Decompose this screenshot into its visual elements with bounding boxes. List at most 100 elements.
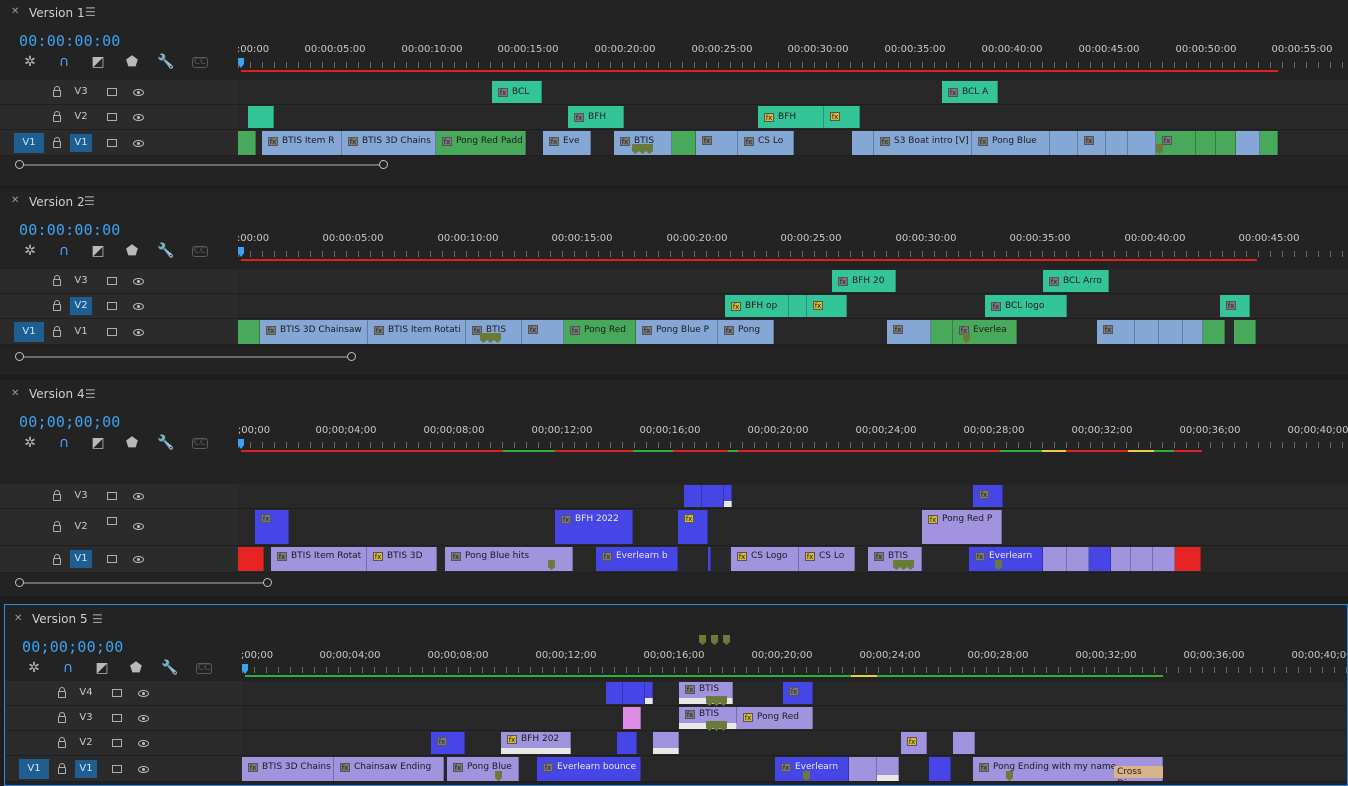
add-marker-icon[interactable]: ◩: [95, 660, 109, 676]
track-v1[interactable]: fx BTIS 3D Chains fx Chainsaw Ending fx Pon…: [242, 756, 1347, 785]
clip-marker[interactable]: [632, 144, 639, 154]
clip-marker[interactable]: [706, 721, 713, 731]
lock-icon[interactable]: [53, 326, 61, 337]
lock-icon[interactable]: [58, 687, 66, 698]
timeline-clip[interactable]: [877, 775, 899, 781]
time-ruler[interactable]: :00:00 00:00:05:00 00:00:10:00 00:00:15:…: [237, 26, 1348, 80]
scrollbar-handle-left[interactable]: [15, 352, 24, 361]
track-name[interactable]: V1: [75, 760, 97, 778]
timeline-clip[interactable]: [789, 295, 807, 317]
snap-icon[interactable]: ✲: [28, 660, 40, 676]
wrench-icon[interactable]: 🔧: [157, 243, 175, 259]
timeline-clip[interactable]: [672, 131, 696, 155]
linked-selection-icon[interactable]: ∩: [58, 435, 70, 451]
timeline-clip[interactable]: fx: [901, 732, 927, 754]
track-v2[interactable]: fx BFH op fx fx BCL logo fx: [238, 294, 1348, 319]
timeline-clip[interactable]: fx: [1097, 320, 1135, 344]
timeline-clip[interactable]: fx: [783, 682, 813, 704]
wrench-icon[interactable]: 🔧: [157, 435, 175, 451]
track-v3[interactable]: fx: [238, 484, 1348, 509]
lock-icon[interactable]: [53, 554, 61, 565]
timeline-clip[interactable]: [1111, 547, 1131, 571]
sequence-marker[interactable]: [711, 635, 718, 645]
track-name[interactable]: V1: [74, 326, 88, 337]
captions-icon[interactable]: CC: [192, 57, 208, 68]
track-name[interactable]: V2: [79, 737, 93, 748]
timeline-clip[interactable]: [623, 707, 641, 729]
playhead[interactable]: [242, 664, 248, 674]
timeline-clip[interactable]: [1234, 320, 1256, 344]
scrollbar-track[interactable]: [20, 356, 352, 358]
playhead-timecode[interactable]: 00:00:00:00: [19, 32, 121, 50]
clip-marker[interactable]: [900, 560, 907, 570]
timeline-clip[interactable]: fx: [431, 732, 465, 754]
clip-marker[interactable]: [713, 696, 720, 706]
sequence-tab-title[interactable]: Version 5: [32, 612, 88, 626]
time-ruler[interactable]: ;00;00 00;00;04;00 00;00;08;00 00;00;12;…: [241, 633, 1347, 681]
timeline-clip[interactable]: fx BFH: [568, 106, 624, 128]
add-marker-icon[interactable]: ◩: [91, 435, 105, 451]
timeline-clip[interactable]: fx Everlearn: [969, 547, 1043, 571]
timeline-clip[interactable]: [1183, 320, 1203, 344]
timeline-clip[interactable]: fx BTIS 3D: [367, 547, 437, 571]
sequence-tab-title[interactable]: Version 4: [29, 387, 85, 401]
close-icon[interactable]: ✕: [14, 613, 23, 624]
eye-icon[interactable]: [138, 690, 149, 697]
track-name[interactable]: V2: [74, 111, 88, 122]
clip-marker[interactable]: [720, 721, 727, 731]
timeline-clip[interactable]: fx BCL logo: [985, 295, 1067, 317]
lock-icon[interactable]: [53, 490, 61, 501]
timeline-clip[interactable]: [645, 698, 653, 704]
timeline-clip[interactable]: [606, 682, 623, 704]
timeline-clip[interactable]: fx: [807, 295, 847, 317]
timeline-clip[interactable]: fx Pong Blue: [972, 131, 1050, 155]
timeline-clip[interactable]: [1159, 320, 1183, 344]
clip-marker[interactable]: [494, 333, 501, 343]
timeline-clip[interactable]: [929, 757, 951, 781]
track-v3[interactable]: fx BFH 20 fx BCL Arro: [238, 269, 1348, 294]
scrollbar-track[interactable]: [20, 164, 384, 166]
timeline-clip[interactable]: fx BTIS: [679, 682, 733, 698]
toggle-output-icon[interactable]: [107, 328, 117, 336]
timeline-clip[interactable]: [617, 732, 637, 754]
timeline-clip[interactable]: fx BTIS: [466, 320, 522, 344]
timeline-clip[interactable]: [238, 547, 264, 571]
timeline-clip[interactable]: [1196, 131, 1216, 155]
close-icon[interactable]: ✕: [11, 388, 20, 399]
timeline-clip[interactable]: [238, 320, 260, 344]
add-marker-icon[interactable]: ◩: [91, 54, 105, 70]
clip-marker[interactable]: [907, 560, 914, 570]
timeline-clip[interactable]: fx BFH 202: [501, 732, 571, 748]
timeline-clip[interactable]: [1153, 547, 1175, 571]
playhead-timecode[interactable]: 00;00;00;00: [22, 638, 124, 656]
clip-marker[interactable]: [1006, 771, 1013, 781]
snap-icon[interactable]: ✲: [24, 435, 36, 451]
close-icon[interactable]: ✕: [11, 195, 20, 206]
timeline-clip[interactable]: fx BTIS 3D Chains: [342, 131, 436, 155]
linked-selection-icon[interactable]: ∩: [62, 660, 74, 676]
timeline-clip[interactable]: fx: [1220, 295, 1250, 317]
eye-icon[interactable]: [133, 89, 144, 96]
scrollbar-track[interactable]: [20, 582, 268, 584]
timeline-clip[interactable]: fx BFH: [758, 106, 824, 128]
timeline-clip[interactable]: [1106, 131, 1128, 155]
eye-icon[interactable]: [133, 278, 144, 285]
eye-icon[interactable]: [138, 766, 149, 773]
track-name[interactable]: V3: [74, 86, 88, 97]
playhead-timecode[interactable]: 00:00:00:00: [19, 221, 121, 239]
scrollbar-handle-right[interactable]: [379, 160, 388, 169]
lock-icon[interactable]: [53, 275, 61, 286]
eye-icon[interactable]: [133, 329, 144, 336]
lock-icon[interactable]: [53, 300, 61, 311]
timeline-clip[interactable]: [501, 748, 571, 754]
eye-icon[interactable]: [133, 556, 144, 563]
timeline-clip[interactable]: [724, 501, 732, 507]
timeline-clip[interactable]: fx Pong Red: [737, 707, 813, 729]
toggle-output-icon[interactable]: [112, 739, 122, 747]
track-name[interactable]: V2: [70, 297, 92, 315]
snap-icon[interactable]: ✲: [24, 243, 36, 259]
wrench-icon[interactable]: 🔧: [161, 660, 179, 676]
timeline-clip[interactable]: [1128, 131, 1156, 155]
horizontal-zoom-scrollbar[interactable]: [0, 350, 1348, 364]
clip-marker[interactable]: [495, 771, 502, 781]
